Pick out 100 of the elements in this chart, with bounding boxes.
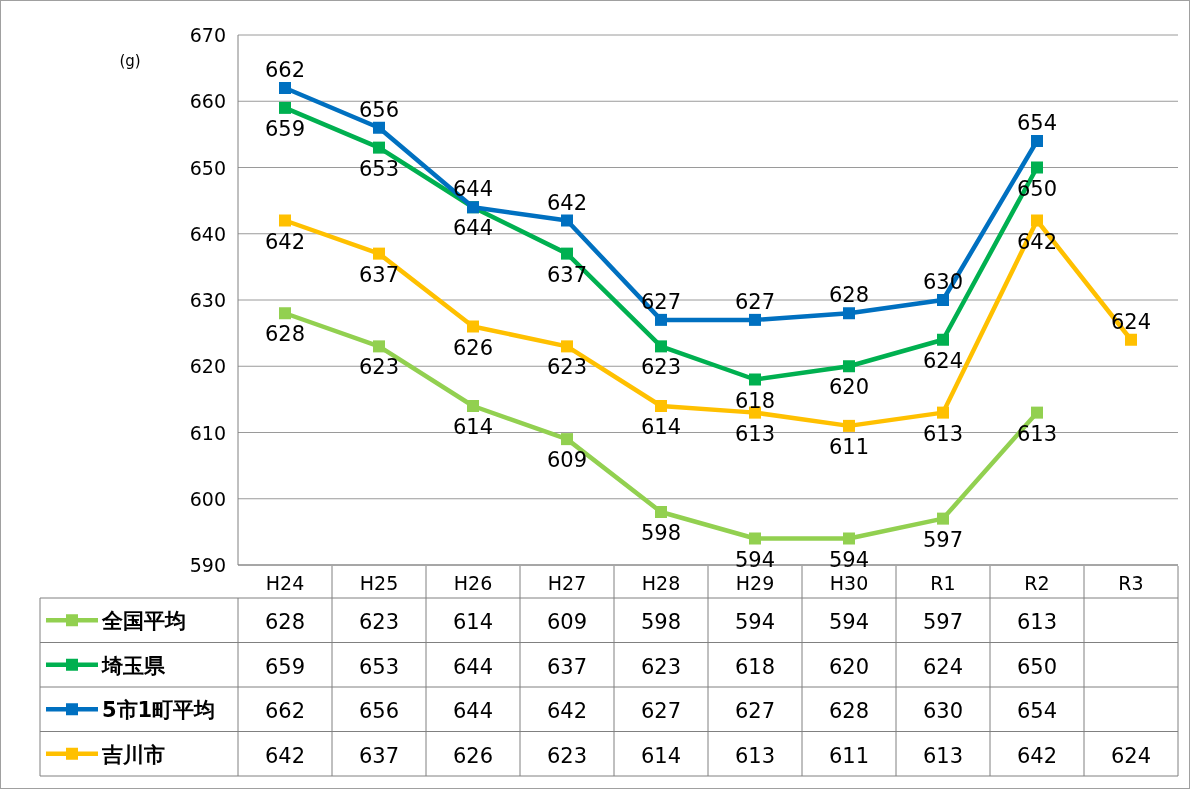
point	[937, 406, 949, 419]
point	[843, 419, 855, 432]
point	[373, 340, 385, 353]
y-tick-label: 660	[189, 90, 226, 113]
data-label: 614	[640, 743, 682, 768]
data-label: 656	[358, 699, 400, 724]
point	[279, 214, 291, 227]
annotation: 653	[358, 156, 400, 181]
data-label: 598	[640, 610, 682, 635]
point	[1031, 135, 1043, 147]
data-label: 650	[1016, 654, 1058, 679]
data-label: 613	[734, 743, 776, 768]
data-label: 653	[358, 654, 400, 679]
x-tick-label: H30	[829, 572, 869, 594]
data-label: 627	[734, 699, 776, 724]
data-label: 626	[452, 743, 494, 768]
annotation: 628	[264, 322, 306, 347]
annotation: 637	[358, 262, 400, 287]
point	[749, 532, 761, 545]
point	[655, 506, 667, 518]
annotation: 594	[734, 547, 776, 572]
data-label: 623	[640, 654, 682, 679]
point	[1125, 333, 1137, 346]
data-label: 623	[546, 743, 588, 768]
point	[1031, 214, 1043, 227]
y-tick-label: 670	[189, 24, 226, 46]
annotation: 613	[734, 421, 776, 446]
y-tick-label: 630	[189, 289, 226, 311]
annotation: 623	[546, 355, 588, 380]
data-label: 627	[640, 699, 682, 724]
annotation: 620	[828, 375, 870, 400]
data-label: 628	[828, 699, 870, 724]
data-label: 609	[546, 610, 588, 635]
x-tick-label: H24	[265, 572, 305, 594]
annotation: 623	[640, 355, 682, 380]
y-tick-label: 640	[189, 222, 226, 245]
x-tick-label: H25	[359, 572, 399, 594]
y-tick-label: 620	[189, 355, 226, 378]
annotation: 614	[452, 415, 494, 439]
point	[279, 307, 291, 320]
point	[843, 307, 855, 320]
y-tick-label: 650	[189, 156, 226, 179]
annotation: 609	[546, 448, 588, 473]
x-tick-label: H28	[641, 572, 681, 594]
x-tick-label: H29	[735, 572, 775, 594]
annotation: 662	[264, 58, 306, 82]
data-label: 637	[358, 743, 400, 768]
legend-label: 全国平均	[101, 609, 186, 634]
x-tick-label: R2	[1024, 572, 1050, 594]
annotation: 594	[828, 547, 870, 572]
point	[467, 320, 479, 333]
point	[843, 532, 855, 545]
annotation: 613	[922, 421, 964, 446]
legend-label: 埼玉県	[101, 653, 166, 678]
point	[1031, 406, 1043, 419]
point	[655, 400, 667, 412]
annotation: 654	[1016, 111, 1058, 135]
y-axis-title: (g)	[119, 52, 141, 70]
data-label: 620	[828, 654, 870, 679]
x-tick-label: R3	[1118, 572, 1144, 594]
data-label: 630	[922, 699, 964, 724]
annotation: 611	[828, 434, 870, 459]
data-label: 637	[546, 654, 588, 679]
legend-label: 5市1町平均	[102, 698, 216, 723]
annotation: 613	[1016, 421, 1058, 446]
annotation: 656	[358, 97, 400, 122]
annotation: 598	[640, 521, 682, 545]
point	[279, 82, 291, 94]
annotation: 627	[734, 289, 776, 314]
data-label: 597	[922, 610, 964, 635]
annotation: 659	[264, 116, 306, 141]
point	[843, 360, 855, 373]
point	[467, 400, 479, 412]
point	[561, 340, 573, 353]
annotation: 642	[546, 190, 588, 215]
data-label: 642	[1016, 743, 1058, 768]
data-label: 654	[1016, 699, 1058, 724]
annotation: 614	[640, 415, 682, 439]
point	[561, 247, 573, 260]
legend-label: 吉川市	[101, 742, 165, 767]
y-tick-label: 600	[189, 487, 226, 510]
point	[373, 247, 385, 260]
point	[561, 433, 573, 446]
annotation: 644	[452, 216, 494, 241]
annotation: 597	[922, 527, 964, 552]
point	[373, 121, 385, 134]
point	[937, 512, 949, 525]
data-label: 628	[264, 610, 306, 635]
annotation: 637	[546, 262, 588, 287]
data-label: 594	[734, 610, 776, 635]
y-tick-label: 590	[189, 554, 226, 576]
x-tick-label: R1	[930, 572, 956, 594]
annotation: 618	[734, 388, 776, 413]
point	[1031, 161, 1043, 174]
data-label: 624	[922, 654, 964, 679]
y-tick-label: 610	[189, 421, 226, 444]
data-label: 623	[358, 610, 400, 635]
point	[279, 101, 291, 114]
data-label: 624	[1110, 743, 1152, 768]
data-label: 613	[922, 743, 964, 768]
